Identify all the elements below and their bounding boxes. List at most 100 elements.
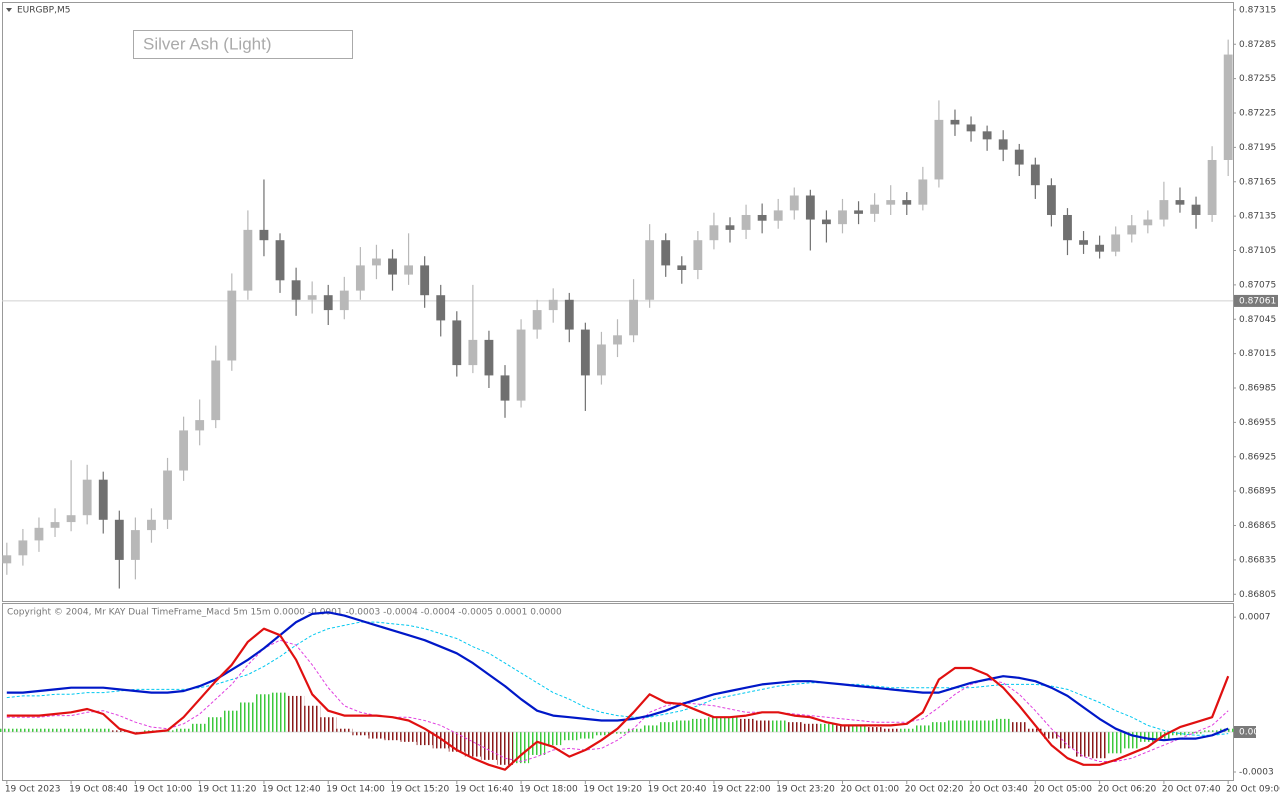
x-tick-label: 20 Oct 01:00 (840, 785, 899, 795)
histogram-bar (1107, 732, 1124, 754)
candle-body (613, 335, 622, 345)
histogram-bar (63, 728, 80, 732)
candle-body (355, 265, 365, 291)
candle-body (275, 240, 285, 281)
candle-body (18, 540, 28, 556)
histogram-bar (288, 695, 305, 732)
histogram-bar (46, 728, 64, 732)
candle-body (163, 470, 172, 520)
symbol-title: EURGBP,M5 (17, 6, 70, 16)
candle-body (677, 265, 687, 270)
candle-body (34, 527, 44, 541)
y-tick-label: 0.87285 (1239, 40, 1276, 50)
y-tick-label: 0.87255 (1239, 74, 1276, 84)
indicator-line (6, 639, 1229, 762)
candle-body (323, 295, 333, 311)
candle-body (902, 200, 912, 205)
main-frame (2, 2, 1234, 602)
histogram-bar (770, 720, 787, 732)
candle-body (516, 329, 526, 401)
histogram-bar (914, 725, 931, 732)
current-value-label: 0.00 (1239, 728, 1259, 738)
candle-body (114, 519, 124, 560)
histogram-bar (1220, 728, 1237, 732)
candle-body (886, 200, 896, 205)
y-tick-label: 0.87315 (1239, 5, 1276, 15)
histogram-bar (416, 732, 433, 746)
histogram-bar (609, 732, 626, 734)
candle-body (629, 299, 638, 336)
histogram-bar (239, 702, 256, 732)
histogram-bar (400, 732, 417, 742)
candle-body (789, 195, 799, 211)
x-tick-label: 19 Oct 10:00 (133, 785, 192, 795)
x-tick-label: 19 Oct 2023 (5, 785, 61, 795)
candle-body (757, 214, 767, 221)
candle-body (548, 299, 558, 311)
candle-body (1111, 234, 1121, 252)
y-tick-label: -0.0003 (1239, 768, 1274, 778)
candle-body (1046, 185, 1056, 215)
histogram-bar (384, 732, 401, 741)
histogram-bar (866, 727, 883, 732)
candle-body (227, 290, 237, 361)
histogram-bar (175, 728, 192, 732)
candle-body (580, 329, 590, 376)
candle-body (420, 265, 430, 296)
histogram-bar (657, 722, 674, 732)
candle-body (805, 195, 815, 220)
candle-body (982, 131, 992, 140)
y-tick-label: 0.0007 (1239, 613, 1271, 623)
candle-body (532, 310, 542, 330)
histogram-bar (336, 728, 353, 732)
candle-body (307, 295, 317, 300)
y-tick-label: 0.87015 (1239, 349, 1276, 359)
candle-body (130, 530, 140, 560)
histogram-bar (111, 730, 128, 732)
last-price-label: 0.87061 (1239, 296, 1276, 306)
histogram-bar (207, 717, 224, 732)
y-tick-label: 0.87075 (1239, 280, 1276, 290)
candle-body (966, 124, 976, 132)
candle-body (66, 515, 76, 523)
candle-body (564, 299, 574, 330)
histogram-bar (496, 732, 514, 765)
histogram-bar (79, 728, 96, 732)
indicator-line (6, 611, 1229, 742)
histogram-bar (368, 732, 385, 739)
histogram-bar (818, 723, 835, 732)
candle-body (372, 258, 381, 266)
histogram-bar (1011, 722, 1028, 732)
histogram-bar (946, 720, 964, 732)
theme-label: Silver Ash (Light) (143, 34, 272, 53)
indicator-line (6, 627, 1230, 771)
x-tick-label: 19 Oct 11:20 (198, 785, 257, 795)
y-tick-label: 0.86865 (1239, 521, 1276, 531)
histogram-bar (1059, 732, 1076, 749)
y-tick-label: 0.87165 (1239, 177, 1276, 187)
histogram-bar (255, 694, 272, 732)
x-tick-label: 19 Oct 20:40 (648, 785, 707, 795)
histogram-bar (721, 717, 739, 732)
candle-body (259, 229, 269, 241)
histogram-bar (191, 723, 208, 732)
histogram-bar (930, 722, 947, 732)
candle-body (468, 339, 478, 366)
histogram-bar (689, 718, 706, 732)
histogram-bar (529, 732, 546, 755)
x-tick-label: 19 Oct 23:20 (776, 785, 835, 795)
histogram-bar (979, 720, 996, 732)
candle-body (484, 339, 494, 376)
candle-body (773, 210, 783, 221)
candle-body (436, 295, 446, 321)
y-tick-label: 0.87135 (1239, 212, 1276, 222)
candle-body (291, 280, 301, 300)
histogram-bar (1188, 732, 1205, 734)
x-tick-label: 19 Oct 19:20 (583, 785, 642, 795)
candle-body (1014, 149, 1024, 165)
histogram-bar (30, 728, 47, 732)
x-tick-label: 20 Oct 03:40 (969, 785, 1028, 795)
histogram-bar (754, 720, 771, 732)
